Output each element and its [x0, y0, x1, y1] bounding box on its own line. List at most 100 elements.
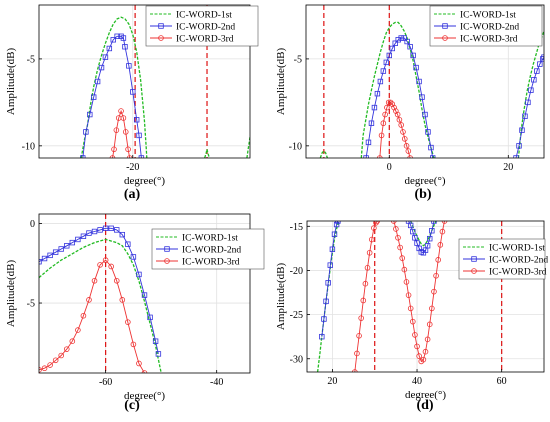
data-point-circle: [433, 272, 439, 279]
data-point-circle: [420, 356, 427, 363]
data-point-square: [431, 221, 437, 224]
data-point-square: [522, 113, 528, 119]
data-point-circle: [431, 288, 437, 295]
data-point-circle: [399, 255, 406, 261]
legend-marker-circle: [158, 35, 164, 41]
data-point-circle: [122, 129, 129, 135]
legend-label: IC-WORD-2nd: [460, 23, 519, 33]
data-point-square: [133, 117, 140, 123]
x-tick-label: -20: [126, 162, 139, 173]
plot-frame: [38, 4, 251, 159]
data-point-square: [87, 111, 93, 118]
data-point-square: [102, 54, 109, 60]
data-point-square: [404, 38, 410, 45]
data-point-square: [425, 129, 431, 135]
data-point-circle: [108, 263, 114, 270]
data-point-circle: [407, 155, 413, 158]
data-point-circle: [398, 122, 405, 128]
x-tick-label: -60: [99, 377, 112, 388]
y-tick-label: -5: [27, 299, 35, 310]
x-tick-label: 20: [503, 162, 513, 173]
data-point-circle: [412, 332, 418, 338]
data-point-square: [392, 40, 398, 46]
panel-label: (d): [416, 398, 433, 413]
data-point-square: [147, 314, 153, 321]
data-point-circle: [69, 338, 76, 345]
legend-label: IC-WORD-2nd: [489, 256, 548, 266]
data-point-circle: [393, 108, 399, 114]
series-group: [80, 16, 250, 158]
data-point-square: [136, 132, 142, 139]
x-tick-label: 60: [497, 376, 507, 387]
data-point-circle: [429, 305, 435, 312]
data-point-circle: [358, 315, 364, 321]
data-point-square: [97, 227, 103, 233]
data-point-square: [94, 78, 101, 85]
legend: IC-WORD-1st IC-WORD-2nd IC-WORD-3rd: [429, 5, 543, 47]
data-point-circle: [109, 155, 116, 158]
chart-panel-4: 20 40 60 -15 -20 -25 -30 degree(°) Amplitude(dB)…: [275, 220, 548, 413]
legend-marker-square: [158, 23, 164, 29]
y-tick-label: -20: [290, 266, 303, 277]
data-point-circle: [111, 146, 117, 153]
series-group: [316, 221, 448, 372]
data-point-square: [407, 44, 413, 50]
x-axis-label: degree(°): [405, 389, 446, 401]
data-point-circle: [414, 343, 420, 350]
legend-label: IC-WORD-2nd: [182, 246, 241, 256]
data-point-square: [325, 280, 331, 286]
data-point-square: [141, 292, 148, 298]
data-point-circle: [91, 277, 98, 284]
data-point-square: [130, 254, 137, 260]
data-point-circle: [395, 234, 401, 241]
data-point-circle: [394, 111, 401, 118]
data-point-square: [386, 52, 392, 59]
data-point-square: [428, 144, 434, 151]
legend-label: IC-WORD-1st: [489, 244, 545, 254]
legend-marker-square: [471, 256, 477, 262]
data-point-circle: [396, 116, 403, 123]
y-tick-label: 0: [30, 219, 35, 230]
data-point-square: [540, 56, 544, 62]
y-axis-label: Amplitude(dB): [275, 48, 287, 116]
data-point-circle: [86, 297, 92, 303]
y-axis-label: Amplitude(dB): [275, 263, 287, 331]
data-point-circle: [113, 277, 120, 284]
legend-label: IC-WORD-1st: [176, 11, 232, 21]
data-point-square: [427, 235, 433, 242]
data-point-square: [528, 87, 534, 93]
data-point-circle: [401, 266, 408, 273]
data-point-circle: [393, 226, 399, 232]
panel-label: (c): [124, 398, 140, 413]
data-point-circle: [136, 360, 142, 367]
legend: IC-WORD-1st IC-WORD-2nd IC-WORD-3rd: [458, 238, 548, 280]
data-point-square: [407, 222, 414, 229]
x-tick-label: 20: [327, 376, 337, 387]
legend-label: IC-WORD-2nd: [176, 23, 235, 33]
series-line: [39, 238, 162, 373]
data-point-square: [516, 143, 522, 149]
data-point-square: [120, 35, 127, 41]
data-point-circle: [403, 143, 410, 149]
data-point-square: [383, 59, 390, 66]
data-point-square: [91, 228, 98, 235]
data-point-circle: [439, 228, 446, 235]
data-point-square: [422, 111, 428, 118]
data-point-circle: [125, 319, 131, 325]
data-point-square: [380, 68, 387, 74]
y-tick-label: -15: [290, 222, 303, 233]
x-tick-label: -40: [210, 377, 223, 388]
data-point-square: [335, 221, 341, 224]
plot-frame: [305, 4, 545, 159]
data-point-circle: [364, 265, 371, 271]
data-point-square: [419, 94, 425, 100]
data-point-square: [119, 231, 125, 238]
data-point-circle: [52, 357, 59, 364]
data-point-circle: [41, 365, 48, 372]
y-tick-label: -10: [289, 141, 302, 152]
data-point-circle: [97, 262, 103, 268]
data-point-square: [323, 298, 329, 305]
data-point-square: [155, 351, 162, 357]
legend-label: IC-WORD-1st: [182, 234, 238, 244]
data-point-circle: [126, 155, 133, 158]
